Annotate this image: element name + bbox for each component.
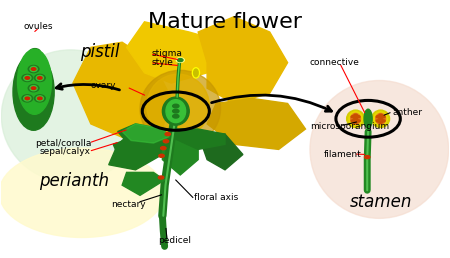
Circle shape xyxy=(351,116,355,118)
Circle shape xyxy=(376,116,380,118)
Text: stamen: stamen xyxy=(350,193,413,211)
Circle shape xyxy=(25,97,30,100)
Text: sepal/calyx: sepal/calyx xyxy=(40,148,90,156)
Ellipse shape xyxy=(22,74,33,82)
Polygon shape xyxy=(126,22,225,83)
Ellipse shape xyxy=(351,114,360,124)
Circle shape xyxy=(356,116,360,118)
Text: filament: filament xyxy=(324,150,361,159)
Polygon shape xyxy=(162,134,198,175)
Polygon shape xyxy=(117,124,169,144)
Ellipse shape xyxy=(147,74,209,138)
Polygon shape xyxy=(198,134,243,170)
Circle shape xyxy=(364,156,370,159)
Polygon shape xyxy=(73,42,171,139)
Text: floral axis: floral axis xyxy=(194,194,238,203)
Ellipse shape xyxy=(374,112,387,126)
Polygon shape xyxy=(198,17,288,103)
Text: ovules: ovules xyxy=(24,22,53,31)
Circle shape xyxy=(165,133,171,136)
Ellipse shape xyxy=(346,110,364,127)
Ellipse shape xyxy=(24,96,31,101)
Polygon shape xyxy=(122,124,169,143)
Circle shape xyxy=(351,120,355,122)
Text: connective: connective xyxy=(310,58,360,67)
Circle shape xyxy=(356,120,360,122)
Circle shape xyxy=(158,176,164,179)
Ellipse shape xyxy=(32,50,38,55)
Ellipse shape xyxy=(194,69,198,77)
Circle shape xyxy=(376,120,380,122)
Circle shape xyxy=(379,121,382,123)
Ellipse shape xyxy=(166,100,186,123)
Text: perianth: perianth xyxy=(40,172,109,190)
Ellipse shape xyxy=(349,112,362,126)
Circle shape xyxy=(38,77,42,79)
Text: ovary: ovary xyxy=(91,81,117,90)
Circle shape xyxy=(32,68,36,70)
Ellipse shape xyxy=(140,70,220,147)
Text: anther: anther xyxy=(393,108,423,117)
Polygon shape xyxy=(109,129,162,170)
Polygon shape xyxy=(113,137,167,157)
Text: style: style xyxy=(151,58,173,67)
Circle shape xyxy=(173,109,179,113)
Ellipse shape xyxy=(364,109,372,128)
Ellipse shape xyxy=(18,49,51,114)
Ellipse shape xyxy=(372,110,390,127)
Text: microsporangium: microsporangium xyxy=(310,122,389,131)
Circle shape xyxy=(38,97,42,100)
Ellipse shape xyxy=(1,50,140,183)
Text: petal/corolla: petal/corolla xyxy=(35,139,91,148)
Ellipse shape xyxy=(24,75,31,80)
Circle shape xyxy=(25,77,30,79)
Ellipse shape xyxy=(310,80,449,218)
Ellipse shape xyxy=(36,75,44,80)
Ellipse shape xyxy=(30,67,37,71)
Text: pedicel: pedicel xyxy=(158,236,191,245)
Circle shape xyxy=(379,114,382,116)
Ellipse shape xyxy=(35,95,45,102)
Text: nectary: nectary xyxy=(111,200,146,209)
Ellipse shape xyxy=(28,85,39,92)
Ellipse shape xyxy=(0,148,165,237)
Ellipse shape xyxy=(22,95,33,102)
Ellipse shape xyxy=(176,58,184,62)
Ellipse shape xyxy=(192,68,199,78)
Ellipse shape xyxy=(13,54,54,130)
Ellipse shape xyxy=(178,59,183,62)
Polygon shape xyxy=(122,172,165,195)
Text: pistil: pistil xyxy=(80,43,119,61)
Ellipse shape xyxy=(30,86,37,91)
Circle shape xyxy=(159,154,164,157)
Polygon shape xyxy=(176,129,225,149)
Circle shape xyxy=(173,104,179,108)
Circle shape xyxy=(354,114,357,116)
Ellipse shape xyxy=(36,96,44,101)
Ellipse shape xyxy=(28,66,39,72)
Ellipse shape xyxy=(29,49,40,56)
Ellipse shape xyxy=(162,97,189,125)
Text: Mature flower: Mature flower xyxy=(148,12,302,31)
Circle shape xyxy=(354,121,357,123)
Circle shape xyxy=(382,116,385,118)
Circle shape xyxy=(32,87,36,90)
Circle shape xyxy=(163,140,169,143)
Ellipse shape xyxy=(35,74,45,82)
Circle shape xyxy=(161,147,166,150)
Text: stigma: stigma xyxy=(151,49,182,58)
Circle shape xyxy=(173,115,179,118)
Ellipse shape xyxy=(376,114,386,124)
Circle shape xyxy=(382,120,385,122)
Circle shape xyxy=(354,118,357,120)
Polygon shape xyxy=(207,98,306,149)
Circle shape xyxy=(379,118,382,120)
